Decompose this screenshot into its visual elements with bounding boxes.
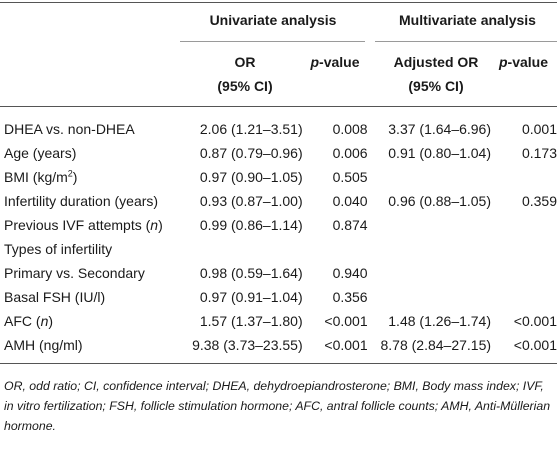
bottom-rule [0, 363, 557, 364]
table-row: AFC (n) 1.57 (1.37–1.80) <0.001 1.48 (1.… [0, 309, 557, 333]
p-cell: <0.001 [324, 337, 368, 353]
ap-cell [491, 285, 557, 309]
or-cell: 2.06 (1.21–3.51) [199, 121, 303, 137]
or-cell: 0.98 (0.59–1.64) [199, 265, 303, 281]
p-cell: 0.940 [332, 265, 368, 281]
ap-cell [491, 165, 557, 189]
header-rule [0, 106, 557, 107]
row-label: DHEA vs. non-DHEA [4, 121, 135, 137]
aor-cell [368, 285, 491, 309]
or-cell: 9.38 (3.73–23.55) [192, 337, 303, 353]
row-label: Age (years) [4, 145, 77, 161]
aor-cell: 1.48 (1.26–1.74) [388, 313, 492, 329]
table-row: BMI (kg/m2) 0.97 (0.90–1.05) 0.505 [0, 165, 557, 189]
data-table: DHEA vs. non-DHEA 2.06 (1.21–3.51) 0.008… [0, 117, 557, 357]
or-cell: 0.97 (0.91–1.04) [199, 289, 303, 305]
row-label: Previous IVF attempts (n) [4, 217, 163, 233]
aor-cell [368, 165, 491, 189]
table-row: Infertility duration (years) 0.93 (0.87–… [0, 189, 557, 213]
univariate-rule [180, 41, 365, 42]
aor-cell: 0.96 (0.88–1.05) [388, 193, 492, 209]
pvalue-header-multi: p-value [498, 54, 549, 70]
pvalue-header-uni: p-value [310, 54, 360, 70]
top-rule [0, 2, 557, 3]
table-row: Types of infertility [0, 237, 557, 261]
aor-cell [368, 213, 491, 237]
p-cell [303, 237, 368, 261]
p-cell: 0.006 [332, 145, 368, 161]
table-row: AMH (ng/ml) 9.38 (3.73–23.55) <0.001 8.7… [0, 333, 557, 357]
row-label: Types of infertility [4, 241, 113, 257]
row-label: Primary vs. Secondary [4, 265, 145, 281]
multivariate-rule [375, 41, 557, 42]
aor-cell [368, 237, 491, 261]
or-cell [177, 237, 302, 261]
or-cell: 0.93 (0.87–1.00) [199, 193, 303, 209]
ap-cell: 0.173 [521, 145, 557, 161]
or-cell: 0.99 (0.86–1.14) [199, 217, 303, 233]
ap-cell: <0.001 [513, 313, 557, 329]
ap-cell [491, 261, 557, 285]
table-row: Basal FSH (IU/l) 0.97 (0.91–1.04) 0.356 [0, 285, 557, 309]
p-cell: 0.505 [332, 169, 368, 185]
row-label: Basal FSH (IU/l) [4, 289, 106, 305]
univariate-header: Univariate analysis [209, 12, 337, 28]
table-row: Primary vs. Secondary 0.98 (0.59–1.64) 0… [0, 261, 557, 285]
row-label: Infertility duration (years) [4, 193, 159, 209]
or-cell: 1.57 (1.37–1.80) [199, 313, 303, 329]
or-cell: 0.87 (0.79–0.96) [199, 145, 303, 161]
table-row: Age (years) 0.87 (0.79–0.96) 0.006 0.91 … [0, 141, 557, 165]
multivariate-header: Multivariate analysis [399, 12, 536, 28]
p-cell: 0.008 [332, 121, 368, 137]
aor-cell [368, 261, 491, 285]
table-footnote: OR, odd ratio; CI, confidence interval; … [4, 379, 551, 433]
row-label: BMI (kg/m2) [4, 168, 78, 185]
aor-cell: 0.91 (0.80–1.04) [388, 145, 492, 161]
ap-cell [491, 213, 557, 237]
aor-cell: 8.78 (2.84–27.15) [380, 337, 492, 353]
p-cell: 0.356 [332, 289, 368, 305]
ap-cell: 0.359 [521, 193, 557, 209]
p-cell: <0.001 [324, 313, 368, 329]
table-row: Previous IVF attempts (n) 0.99 (0.86–1.1… [0, 213, 557, 237]
ap-cell [491, 237, 557, 261]
or-header: OR (95% CI) [217, 54, 273, 94]
p-cell: 0.040 [332, 193, 368, 209]
row-label: AFC (n) [4, 313, 54, 329]
ap-cell: <0.001 [513, 337, 557, 353]
or-cell: 0.97 (0.90–1.05) [199, 169, 303, 185]
adjusted-or-header: Adjusted OR (95% CI) [393, 54, 479, 94]
aor-cell: 3.37 (1.64–6.96) [388, 121, 492, 137]
ap-cell: 0.001 [521, 121, 557, 137]
p-cell: 0.874 [332, 217, 368, 233]
table-row: DHEA vs. non-DHEA 2.06 (1.21–3.51) 0.008… [0, 117, 557, 141]
row-label: AMH (ng/ml) [4, 337, 83, 353]
